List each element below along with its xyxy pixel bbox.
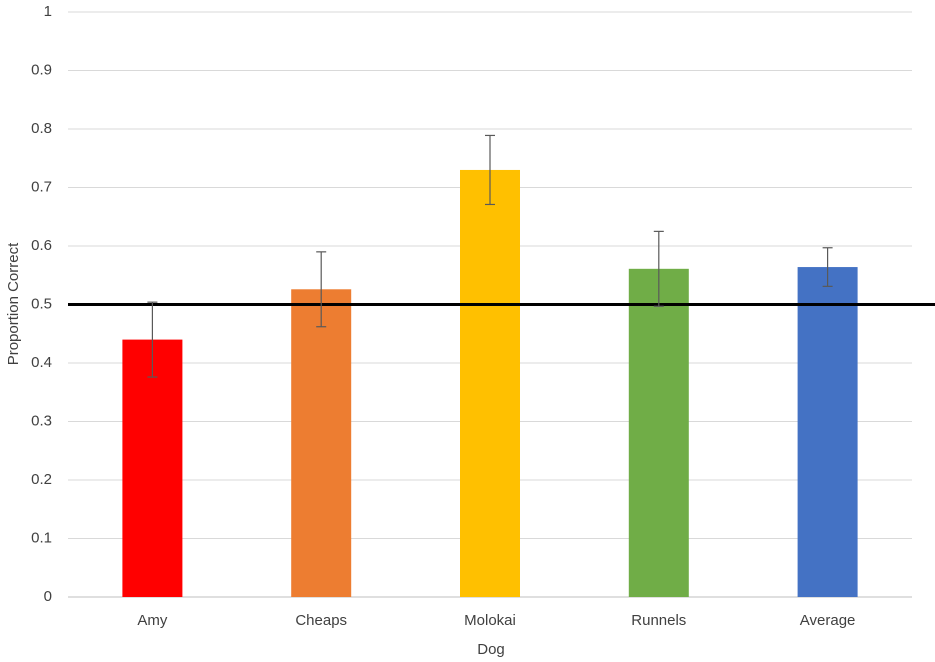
x-tick-label: Runnels — [631, 612, 686, 629]
y-axis-label: Proportion Correct — [5, 242, 22, 365]
bar — [797, 267, 858, 597]
error-bar — [485, 134, 495, 206]
y-tick-label: 0.8 — [31, 120, 52, 137]
error-bar — [316, 251, 327, 328]
y-tick-label: 0.3 — [31, 412, 52, 429]
bar — [291, 289, 352, 597]
y-tick-label: 0.7 — [31, 178, 52, 195]
x-tick-label: Molokai — [464, 612, 516, 629]
error-bar — [653, 230, 664, 307]
error-bar — [822, 247, 833, 287]
x-tick-label: Cheaps — [295, 612, 347, 629]
x-axis-label: Dog — [477, 641, 505, 658]
y-tick-label: 0.1 — [31, 529, 52, 546]
x-tick-label: Amy — [137, 612, 168, 629]
bar — [628, 268, 689, 597]
bar — [122, 339, 183, 597]
y-tick-label: 0.2 — [31, 471, 52, 488]
x-tick-label: Average — [800, 612, 856, 629]
y-tick-label: 0.9 — [31, 61, 52, 78]
y-tick-label: 1 — [44, 3, 52, 20]
y-tick-label: 0.4 — [31, 354, 52, 371]
error-bar — [147, 301, 158, 378]
bar — [460, 169, 520, 597]
y-tick-label: 0 — [44, 588, 52, 605]
y-tick-label: 0.5 — [31, 295, 52, 312]
y-tick-label: 0.6 — [31, 237, 52, 254]
